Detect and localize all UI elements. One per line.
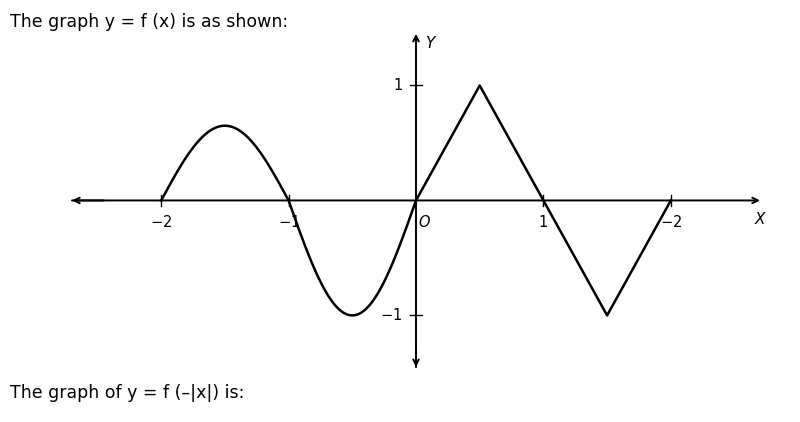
Text: X: X [755,212,766,227]
Text: $-1$: $-1$ [381,307,402,323]
Text: The graph of y = f (–|x|) is:: The graph of y = f (–|x|) is: [10,384,244,402]
Text: $-1$: $-1$ [278,214,300,230]
Text: $1$: $1$ [393,78,402,94]
Text: Y: Y [425,36,434,51]
Text: The graph y = f (x) is as shown:: The graph y = f (x) is as shown: [10,13,288,31]
Text: $-2$: $-2$ [150,214,172,230]
Text: $-2$: $-2$ [660,214,682,230]
Text: $1$: $1$ [538,214,548,230]
Text: $O$: $O$ [418,214,431,230]
